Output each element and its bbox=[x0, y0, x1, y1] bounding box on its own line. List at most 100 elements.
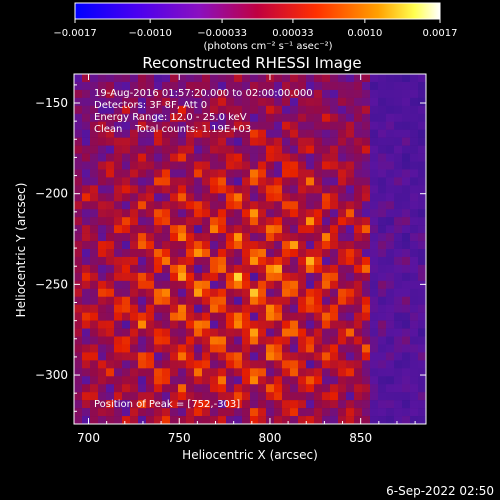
heatmap-cell bbox=[170, 288, 179, 298]
heatmap-cell bbox=[274, 145, 283, 154]
heatmap-cell bbox=[338, 89, 347, 99]
heatmap-cell bbox=[346, 249, 355, 258]
heatmap-cell bbox=[362, 193, 371, 202]
heatmap-cell bbox=[130, 288, 139, 298]
heatmap-cell bbox=[378, 408, 387, 417]
heatmap-cell bbox=[282, 169, 291, 178]
heatmap-cell bbox=[186, 105, 195, 115]
heatmap-cell bbox=[234, 177, 243, 186]
heatmap-cell bbox=[146, 280, 155, 290]
heatmap-cell bbox=[170, 217, 179, 226]
heatmap-cell bbox=[410, 376, 419, 385]
heatmap-cell bbox=[82, 368, 91, 377]
heatmap-cell bbox=[82, 121, 91, 130]
heatmap-cell bbox=[258, 296, 267, 305]
heatmap-cell bbox=[178, 376, 187, 385]
heatmap-cell bbox=[290, 368, 299, 377]
heatmap-cell bbox=[218, 360, 227, 369]
heatmap-cell bbox=[354, 320, 363, 329]
heatmap-cell bbox=[306, 296, 315, 305]
heatmap-cell bbox=[202, 129, 211, 138]
heatmap-cell bbox=[202, 296, 211, 305]
heatmap-cell bbox=[74, 376, 83, 385]
heatmap-cell bbox=[226, 161, 235, 170]
heatmap-cell bbox=[394, 153, 403, 162]
heatmap-cell bbox=[338, 304, 347, 313]
heatmap-cell bbox=[162, 113, 171, 123]
heatmap-cell bbox=[162, 137, 171, 146]
heatmap-cell bbox=[74, 272, 83, 282]
heatmap-cell bbox=[402, 185, 411, 194]
heatmap-cell bbox=[146, 384, 155, 393]
heatmap-cell bbox=[130, 344, 139, 353]
heatmap-cell bbox=[314, 193, 323, 202]
heatmap-cell bbox=[90, 177, 99, 186]
heatmap-cell bbox=[410, 129, 419, 138]
x-tick-label: 850 bbox=[349, 431, 372, 445]
heatmap-cell bbox=[170, 256, 179, 266]
heatmap-cell bbox=[114, 392, 123, 401]
heatmap-cell bbox=[130, 328, 139, 337]
heatmap-cell bbox=[338, 368, 347, 377]
heatmap-cell bbox=[338, 280, 347, 290]
heatmap-cell bbox=[82, 360, 91, 369]
heatmap-cell bbox=[138, 209, 147, 218]
heatmap-cell bbox=[402, 344, 411, 353]
heatmap-cell bbox=[314, 249, 323, 258]
heatmap-cell bbox=[394, 249, 403, 258]
heatmap-cell bbox=[226, 344, 235, 353]
heatmap-cell bbox=[202, 161, 211, 170]
heatmap-cell bbox=[98, 408, 107, 417]
heatmap-cell bbox=[186, 400, 195, 409]
heatmap-cell bbox=[362, 249, 371, 258]
heatmap-cell bbox=[130, 225, 139, 234]
heatmap-cell bbox=[402, 296, 411, 305]
heatmap-cell bbox=[226, 256, 235, 266]
heatmap-cell bbox=[234, 312, 243, 321]
heatmap-cell bbox=[194, 97, 203, 107]
heatmap-cell bbox=[170, 280, 179, 290]
heatmap-cell bbox=[106, 233, 115, 242]
heatmap-cell bbox=[82, 328, 91, 337]
heatmap-cell bbox=[290, 376, 299, 385]
heatmap-cell bbox=[370, 384, 379, 393]
heatmap-cell bbox=[98, 256, 107, 266]
heatmap-cell bbox=[210, 193, 219, 202]
heatmap-cell bbox=[322, 217, 331, 226]
heatmap-cell bbox=[282, 312, 291, 321]
heatmap-cell bbox=[274, 129, 283, 138]
heatmap-cell bbox=[250, 169, 259, 178]
heatmap-cell bbox=[82, 185, 91, 194]
heatmap-cell bbox=[394, 233, 403, 242]
heatmap-cell bbox=[226, 320, 235, 329]
heatmap-cell bbox=[210, 296, 219, 305]
heatmap-cell bbox=[146, 408, 155, 417]
heatmap-cell bbox=[194, 416, 203, 425]
heatmap-cell bbox=[386, 169, 395, 178]
heatmap-cell bbox=[242, 264, 251, 274]
heatmap-cell bbox=[410, 241, 419, 250]
heatmap-cell bbox=[114, 296, 123, 305]
heatmap-cell bbox=[370, 416, 379, 425]
heatmap-cell bbox=[250, 217, 259, 226]
heatmap-cell bbox=[402, 81, 411, 91]
heatmap-cell bbox=[330, 312, 339, 321]
heatmap-cell bbox=[178, 225, 187, 234]
heatmap-cell bbox=[378, 233, 387, 242]
heatmap-cell bbox=[266, 368, 275, 377]
heatmap-cell bbox=[370, 400, 379, 409]
heatmap-cell bbox=[418, 288, 427, 298]
heatmap-cell bbox=[338, 264, 347, 274]
heatmap-cell bbox=[274, 328, 283, 337]
heatmap-cell bbox=[386, 312, 395, 321]
heatmap-cell bbox=[218, 129, 227, 138]
heatmap-cell bbox=[314, 272, 323, 282]
heatmap-cell bbox=[402, 416, 411, 425]
heatmap-cell bbox=[266, 217, 275, 226]
heatmap-cell bbox=[314, 185, 323, 194]
heatmap-cell bbox=[210, 217, 219, 226]
heatmap-cell bbox=[202, 280, 211, 290]
heatmap-cell bbox=[306, 336, 315, 345]
heatmap-cell bbox=[154, 416, 163, 425]
heatmap-cell bbox=[410, 408, 419, 417]
